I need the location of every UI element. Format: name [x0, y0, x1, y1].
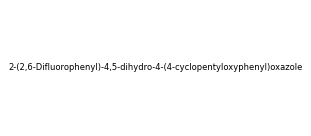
Text: 2-(2,6-Difluorophenyl)-4,5-dihydro-4-(4-cyclopentyloxyphenyl)oxazole: 2-(2,6-Difluorophenyl)-4,5-dihydro-4-(4-… — [8, 64, 303, 72]
